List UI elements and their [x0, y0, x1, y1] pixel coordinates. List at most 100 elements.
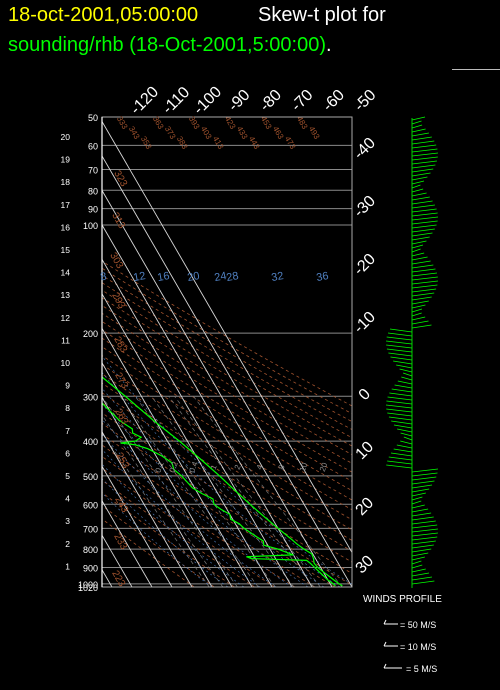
wind-barb — [411, 540, 436, 545]
dry-adiabat-label: 263 — [112, 407, 130, 427]
wind-legend-flag — [383, 663, 387, 669]
wind-barb — [411, 268, 436, 273]
top-temperature-label: -70 — [288, 87, 316, 115]
wind-barb — [411, 244, 424, 249]
height-tick-label: 20 — [61, 132, 71, 142]
wind-barb — [411, 140, 435, 145]
wind-barb — [411, 476, 437, 481]
wind-barb — [386, 348, 413, 353]
right-temperature-label: -20 — [351, 251, 379, 279]
title-sounding: sounding/rhb (18-Oct-2001,5:00:00) — [8, 34, 326, 56]
wind-barb — [411, 544, 434, 549]
wind-barb — [411, 176, 428, 181]
pressure-tick-label: 200 — [83, 329, 98, 339]
dry-adiabat-label: 293 — [109, 291, 127, 311]
top-temperature-label: -110 — [159, 84, 193, 118]
wind-barb — [402, 372, 413, 377]
mixing-ratio-line — [168, 396, 314, 587]
wind-barb — [411, 260, 431, 265]
wind-barb — [411, 296, 432, 301]
top-divider — [452, 69, 500, 70]
dry-adiabat — [102, 320, 352, 473]
dry-adiabat — [102, 479, 255, 587]
wind-barb — [385, 404, 413, 409]
wind-barb — [411, 524, 438, 529]
wind-barb — [411, 468, 439, 473]
profile-dewpoint — [102, 402, 336, 587]
wind-barb — [411, 144, 437, 149]
wind-barb — [387, 332, 413, 337]
pressure-tick-label: 800 — [83, 545, 98, 555]
wind-barb — [411, 508, 429, 513]
wind-barb — [411, 200, 433, 205]
height-tick-label: 13 — [61, 290, 71, 300]
wind-barb — [411, 292, 435, 297]
dry-adiabat-label-top: 413 — [211, 135, 226, 152]
dry-adiabat-label: 303 — [107, 251, 125, 271]
wind-barb — [411, 232, 433, 237]
mixing-ratio-label-lower: 20 — [318, 461, 330, 473]
wind-legend-10: = 10 M/S — [400, 642, 437, 652]
mixing-ratio-label-lower: 4 — [255, 463, 265, 471]
wind-barb — [400, 440, 413, 445]
dry-adiabat — [102, 312, 352, 464]
height-tick-label: 6 — [65, 448, 70, 458]
dry-adiabat — [102, 260, 352, 407]
wind-barb — [411, 124, 423, 129]
wind-legend-title: WINDS PROFILE — [363, 594, 442, 605]
wind-barb — [411, 512, 432, 517]
dry-adiabat — [102, 433, 336, 587]
mixing-ratio-label-upper: 8 — [99, 271, 107, 284]
isotherm — [102, 258, 293, 587]
wind-barb — [411, 156, 438, 161]
wind-barb — [396, 364, 413, 369]
height-tick-label: 1 — [65, 561, 70, 571]
wind-legend-flag — [383, 619, 387, 625]
wind-barb — [386, 344, 413, 349]
wind-barb — [386, 400, 413, 405]
wind-barb — [411, 280, 439, 285]
dry-adiabat-label-top: 493 — [307, 125, 322, 142]
wind-barb — [411, 276, 438, 281]
right-temperature-label: -10 — [351, 309, 379, 337]
moist-adiabat — [102, 478, 229, 587]
wind-barb — [388, 456, 413, 461]
mixing-ratio-label-upper: 32 — [270, 270, 284, 284]
wind-barb — [411, 240, 427, 245]
dry-adiabat — [102, 402, 352, 563]
dry-adiabat-label-top: 383 — [175, 135, 190, 152]
wind-barb — [411, 304, 426, 309]
moist-adiabat — [102, 492, 213, 587]
dry-adiabat — [102, 467, 275, 587]
height-tick-label: 14 — [61, 268, 71, 278]
wind-barb — [411, 148, 438, 153]
right-temperature-label: 20 — [353, 494, 378, 519]
wind-barb — [411, 264, 434, 269]
mixing-ratio-label-lower: 1 — [209, 463, 219, 471]
wind-barb — [411, 284, 438, 289]
plot-area — [102, 117, 352, 587]
pressure-tick-label: 400 — [83, 437, 98, 447]
mixing-ratio-line — [151, 396, 295, 587]
wind-barb — [411, 204, 435, 209]
height-tick-label: 5 — [65, 471, 70, 481]
right-temperature-label: 0 — [356, 386, 374, 404]
wind-barb — [411, 472, 438, 477]
wind-barb — [411, 528, 438, 533]
wind-barb — [411, 224, 437, 229]
pressure-tick-label: 1000 — [78, 580, 98, 590]
wind-barb — [401, 376, 413, 381]
top-temperature-label: -90 — [225, 87, 253, 115]
height-tick-label: 2 — [65, 539, 70, 549]
wind-barb — [411, 320, 429, 325]
mixing-ratio-label-upper: 20 — [186, 270, 200, 284]
wind-barb — [411, 564, 423, 569]
dry-adiabat-label: 313 — [109, 211, 127, 231]
wind-barb — [391, 420, 413, 425]
wind-barb — [411, 208, 437, 213]
moist-adiabat — [102, 355, 352, 585]
wind-barb — [411, 312, 422, 317]
height-tick-label: 18 — [61, 177, 71, 187]
pressure-tick-label: 500 — [83, 472, 98, 482]
